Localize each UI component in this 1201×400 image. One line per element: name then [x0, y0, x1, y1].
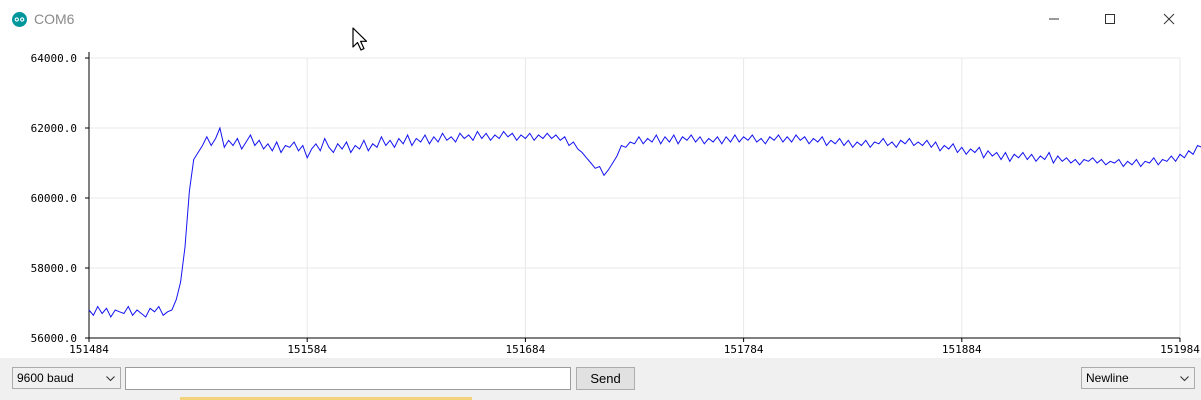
- close-button[interactable]: [1146, 0, 1192, 38]
- y-tick-label: 58000.0: [31, 262, 77, 275]
- x-tick-label: 151584: [287, 343, 327, 356]
- baud-rate-value: 9600 baud: [17, 371, 74, 385]
- x-tick-label: 151884: [942, 343, 982, 356]
- maximize-icon: [1105, 14, 1115, 24]
- chevron-down-icon: [1180, 376, 1189, 382]
- control-bar: 9600 baud Send Newline: [0, 358, 1201, 400]
- y-tick-label: 56000.0: [31, 332, 77, 345]
- y-tick-label: 62000.0: [31, 122, 77, 135]
- title-bar: COM6: [0, 0, 1201, 38]
- y-tick-label: 64000.0: [31, 52, 77, 65]
- chevron-down-icon: [106, 376, 115, 382]
- y-tick-label: 60000.0: [31, 192, 77, 205]
- plot-chart: 56000.0 58000.0 60000.0 62000.0 64000.0 15148…: [31, 52, 1201, 356]
- taskbar-highlight-strip: [180, 397, 472, 400]
- message-input[interactable]: [125, 367, 571, 390]
- x-tick-label: 151484: [69, 343, 109, 356]
- x-tick-label: 151684: [506, 343, 546, 356]
- x-tick-label: 151984: [1160, 343, 1200, 356]
- minimize-button[interactable]: [1031, 0, 1077, 38]
- line-ending-value: Newline: [1086, 371, 1129, 385]
- send-button[interactable]: Send: [576, 367, 635, 390]
- window-title: COM6: [34, 11, 75, 27]
- minimize-icon: [1049, 18, 1059, 20]
- close-icon: [1163, 13, 1175, 25]
- series-line: [88, 126, 1201, 319]
- arduino-logo-icon: [12, 12, 27, 27]
- maximize-button[interactable]: [1087, 0, 1133, 38]
- x-tick-label: 151784: [724, 343, 764, 356]
- line-ending-select[interactable]: Newline: [1081, 367, 1195, 389]
- baud-rate-select[interactable]: 9600 baud: [12, 367, 121, 389]
- serial-plotter-area: 56000.0 58000.0 60000.0 62000.0 64000.0 15148…: [0, 38, 1201, 358]
- mouse-cursor-icon: [352, 27, 368, 58]
